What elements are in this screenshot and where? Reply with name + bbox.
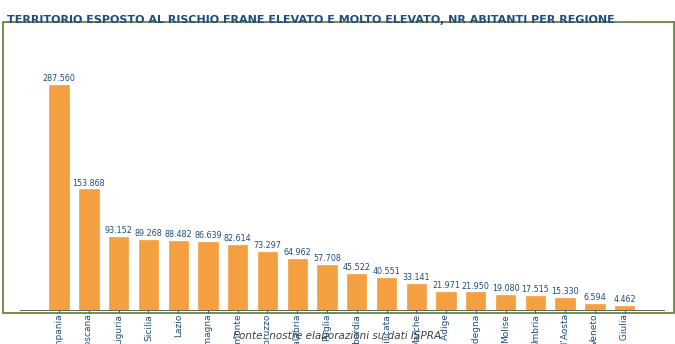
Text: 86.639: 86.639 [194,231,222,240]
Bar [585,304,605,310]
Bar [406,284,426,310]
Bar [228,245,248,310]
Bar [317,265,337,310]
Bar [466,292,485,310]
Text: 45.522: 45.522 [343,263,371,272]
Bar [556,298,575,310]
Bar [169,240,188,310]
Text: 21.971: 21.971 [432,281,460,290]
Text: 93.152: 93.152 [105,226,132,235]
Text: 21.950: 21.950 [462,281,490,291]
Text: 89.268: 89.268 [134,229,162,238]
Bar [139,240,158,310]
Text: 19.080: 19.080 [492,284,519,293]
Text: 64.962: 64.962 [284,248,311,257]
Bar [347,274,367,310]
Text: Fonte: nostre elaborazioni su dati ISPRA: Fonte: nostre elaborazioni su dati ISPRA [234,331,441,341]
Text: 88.482: 88.482 [165,229,192,238]
Text: 82.614: 82.614 [224,234,252,243]
Bar [79,190,99,310]
Text: 153.868: 153.868 [73,179,105,187]
Bar [258,252,277,310]
Bar [526,296,545,310]
Bar [288,259,307,310]
Text: 57.708: 57.708 [313,254,341,262]
Bar [109,237,128,310]
Text: 6.594: 6.594 [583,293,606,302]
Bar [436,292,456,310]
Text: 33.141: 33.141 [402,273,430,282]
Text: TERRITORIO ESPOSTO AL RISCHIO FRANE ELEVATO E MOLTO ELEVATO, NR ABITANTI PER REG: TERRITORIO ESPOSTO AL RISCHIO FRANE ELEV… [7,15,614,25]
Text: 17.515: 17.515 [521,285,549,294]
Text: 73.297: 73.297 [254,241,281,250]
Bar [496,295,515,310]
Bar [49,85,69,310]
Text: 4.462: 4.462 [614,295,636,304]
Text: 15.330: 15.330 [551,287,579,296]
Bar [377,278,396,310]
Bar [615,306,634,310]
Text: 287.560: 287.560 [43,74,76,83]
Text: 40.551: 40.551 [373,267,400,276]
Bar [198,242,217,310]
